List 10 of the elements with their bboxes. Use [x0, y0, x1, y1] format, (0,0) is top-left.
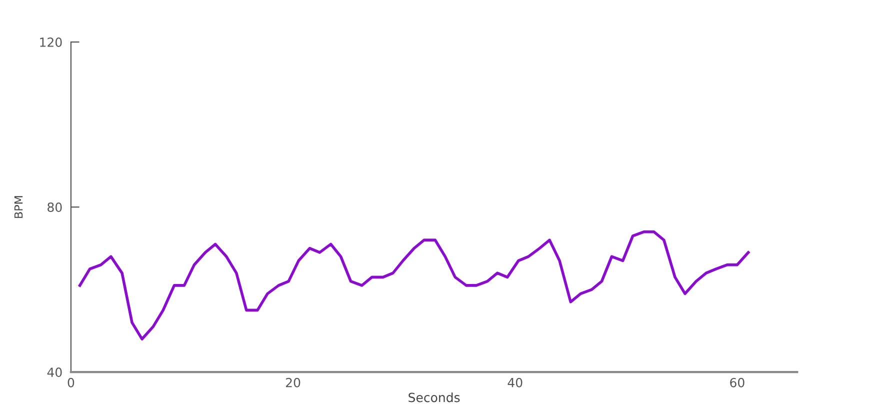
x-tick-label: 20	[286, 378, 300, 388]
y-axis-title: BPM	[14, 196, 23, 218]
y-tick-label: 120	[40, 37, 62, 47]
y-tick-label: 40	[47, 368, 62, 378]
x-axis-title: Seconds	[408, 392, 460, 402]
x-tick-label: 0	[68, 378, 74, 388]
x-tick-label: 60	[730, 378, 744, 388]
x-tick-label: 40	[508, 378, 522, 388]
y-tick-label: 80	[48, 202, 62, 212]
line-series	[78, 230, 750, 340]
